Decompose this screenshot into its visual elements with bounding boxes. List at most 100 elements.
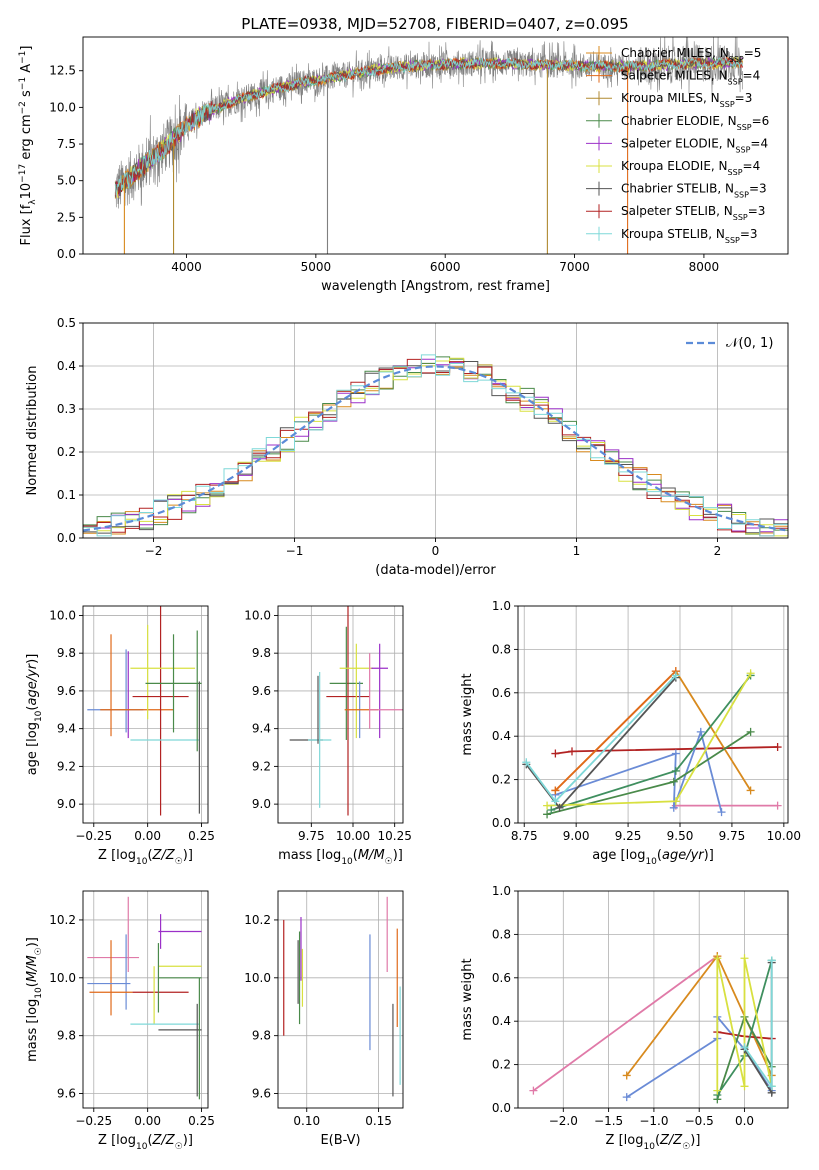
- axes-frame: [82, 890, 209, 1109]
- weight-marker: [767, 1082, 776, 1091]
- y-tick-label: 0.6: [492, 686, 511, 700]
- weight-marker: [746, 727, 755, 736]
- legend-label: Salpeter STELIB, NSSP=3: [621, 204, 765, 222]
- x-axis-label: E(B-V): [320, 1133, 360, 1148]
- panel-age-vs-mass: 9.75 10.00 10.25 9.0 9.2 9.4 9.6 9.8 10.0 mass [l…: [244, 605, 412, 867]
- weight-series: [522, 671, 680, 806]
- y-axis-label-part: (: [25, 706, 40, 711]
- plot-area: [87, 896, 202, 1100]
- weight-marker: [671, 797, 680, 806]
- grid-lines: [278, 891, 403, 1108]
- y-tick-label: 10.2: [49, 913, 76, 927]
- errorbar-point: [326, 606, 370, 816]
- x-tick-label: −1.0: [639, 1114, 668, 1128]
- x-tick-label: −2: [145, 544, 163, 558]
- panel-massweight-vs-age: 8.75 9.00 9.25 9.50 9.75 10.00 0.0 0.2 0.4 0.6 0.8…: [460, 599, 801, 867]
- legend-label-tail: =3: [735, 91, 753, 105]
- x-axis-label-part: Z/Z: [152, 1133, 176, 1148]
- y-tick-label: 0.6: [492, 971, 511, 985]
- x-axis-label: (data-model)/error: [375, 563, 496, 578]
- legend-label-tail: =6: [752, 114, 770, 128]
- y-tick-label: 0.8: [492, 642, 511, 656]
- plot-area: [522, 667, 782, 819]
- weight-marker: [696, 727, 705, 736]
- x-tick-label: 10.25: [377, 829, 411, 843]
- legend-label: Kroupa MILES, NSSP=3: [621, 91, 752, 109]
- y-axis-label: age [log10(age/yr)]: [25, 654, 44, 776]
- weight-marker: [551, 797, 560, 806]
- legend-label-tail: =4: [750, 136, 768, 150]
- x-tick-label: 8000: [689, 260, 720, 274]
- y-axis-label-part: age [log: [25, 722, 40, 775]
- x-tick-label: 9.75: [719, 829, 746, 843]
- legend-label-text: Salpeter MILES, N: [621, 69, 728, 83]
- x-tick-label: 8.75: [511, 829, 538, 843]
- weight-marker: [568, 747, 576, 756]
- legend-label-text: Salpeter ELODIE, N: [621, 136, 735, 150]
- y-tick-label: 9.0: [57, 797, 76, 811]
- x-axis-label-part: M/M: [358, 848, 385, 863]
- weight-marker: [746, 669, 755, 678]
- axes-frame: [277, 605, 404, 824]
- legend-label-text: Salpeter STELIB, N: [621, 204, 733, 218]
- panel-mass-vs-z: −0.25 0.00 0.259.69.810.010.2Z [log10(Z/Z☉…: [25, 890, 215, 1152]
- x-axis-label-part: age [log: [592, 848, 645, 863]
- weight-marker: [543, 801, 552, 810]
- y-tick-label: 1.0: [492, 884, 511, 898]
- legend-label-tail: =3: [748, 204, 766, 218]
- y-tick-label: 0.4: [492, 1014, 511, 1028]
- x-axis-label-part: (: [147, 848, 152, 863]
- legend-label-tail: =3: [740, 227, 758, 241]
- panel-massweight-vs-z: −2.0 −1.5 −1.0 −0.5 0.0 0.0 0.2 0.4 0.6 0.8 1.0 Z […: [460, 884, 789, 1152]
- y-axis-label: Normed distribution: [25, 366, 40, 496]
- plot-area: [83, 354, 788, 537]
- legend-label-text: Kroupa STELIB, N: [621, 227, 725, 241]
- y-tick-label: 9.4: [57, 722, 76, 736]
- legend-label-tail: =3: [749, 182, 767, 196]
- x-axis-label-part: )]: [183, 848, 193, 863]
- x-tick-label: 0.00: [134, 1114, 161, 1128]
- y-axis-label-part: (: [25, 982, 40, 987]
- y-tick-label: 0.0: [492, 816, 511, 830]
- y-tick-label: 0.1: [57, 488, 76, 502]
- x-tick-label: 9.00: [563, 829, 590, 843]
- errorbar-point: [329, 626, 363, 740]
- legend-label-tail: =5: [744, 46, 762, 60]
- weight-marker: [622, 1071, 631, 1080]
- y-tick-label: 10.0: [49, 971, 76, 985]
- legend-label-text: Kroupa MILES, N: [621, 91, 720, 105]
- y-tick-label: 9.8: [252, 646, 271, 660]
- y-tick-label: 9.2: [252, 759, 271, 773]
- y-tick-label: 9.4: [252, 722, 271, 736]
- plot-area: [289, 606, 403, 816]
- panel-mass-vs-ebv: 0.10 0.15 9.6 9.8 10.0 10.2 E(B-V): [244, 890, 404, 1148]
- x-tick-label: −0.25: [75, 829, 112, 843]
- weight-marker: [669, 777, 678, 786]
- y-axis-label-part: Flux [f: [19, 204, 34, 245]
- weight-series: [543, 669, 755, 810]
- y-axis-label: mass [log10(M/M☉)]: [25, 937, 44, 1062]
- y-tick-label: 0.3: [57, 402, 76, 416]
- grid-lines: [278, 606, 403, 823]
- legend-label: Kroupa STELIB, NSSP=3: [621, 227, 758, 245]
- x-axis-label: mass [log10(M/M☉)]: [278, 848, 403, 867]
- x-tick-label: 9.50: [667, 829, 694, 843]
- x-tick-label: −0.5: [685, 1114, 714, 1128]
- y-tick-label: 0.2: [57, 445, 76, 459]
- y-tick-label: 9.2: [57, 759, 76, 773]
- y-axis-label: mass weight: [460, 958, 475, 1040]
- panel-age-vs-z: −0.25 0.00 0.259.09.29.49.69.810.0Z [log10…: [25, 605, 215, 867]
- y-tick-label: 0.2: [492, 773, 511, 787]
- axes-frame: [517, 605, 789, 824]
- x-tick-label: 2: [714, 544, 722, 558]
- legend-label-sub: SSP: [720, 100, 735, 109]
- weight-marker: [740, 954, 749, 963]
- y-tick-label: 9.6: [57, 684, 76, 698]
- x-axis-label: Z [log10(Z/Z☉)]: [98, 1133, 193, 1152]
- y-tick-label: 0.0: [492, 1101, 511, 1115]
- x-axis-label-part: age/yr: [662, 848, 705, 863]
- spectrum-model-line: [114, 56, 743, 196]
- y-tick-label: 10.2: [244, 913, 271, 927]
- y-tick-label: 0.0: [57, 531, 76, 545]
